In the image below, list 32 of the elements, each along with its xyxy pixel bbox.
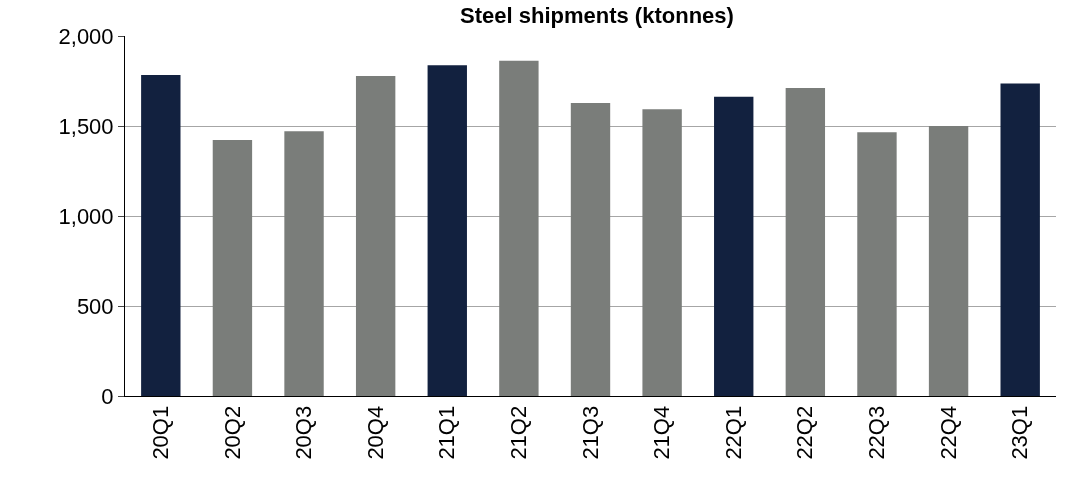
- bar: [570, 102, 611, 396]
- bar: [141, 74, 181, 396]
- x-tick-label: 21Q1: [434, 405, 460, 460]
- bar: [642, 109, 682, 396]
- y-tick-label: 1,500: [58, 113, 114, 139]
- x-tick-label: 21Q3: [577, 405, 603, 460]
- x-tick-label: 20Q4: [362, 405, 388, 460]
- bar: [928, 126, 969, 396]
- bar: [499, 60, 539, 396]
- bar: [284, 131, 324, 396]
- x-tick-label: 23Q1: [1007, 405, 1033, 460]
- x-tick-label: 22Q3: [864, 405, 890, 460]
- bar: [355, 75, 396, 396]
- y-tick-label: 0: [101, 383, 114, 409]
- x-tick-label: 20Q2: [219, 405, 245, 460]
- x-tick-label: 22Q1: [720, 405, 746, 460]
- x-tick-label: 21Q4: [649, 405, 675, 460]
- bar: [1000, 83, 1040, 396]
- chart-title: Steel shipments (ktonnes): [460, 2, 734, 28]
- x-tick-label: 21Q2: [506, 405, 532, 460]
- bar: [785, 88, 826, 396]
- x-tick-label: 22Q4: [935, 405, 961, 460]
- bar: [427, 65, 467, 396]
- bar: [857, 132, 897, 396]
- x-tick-label: 20Q1: [147, 405, 173, 460]
- bar: [212, 140, 253, 396]
- x-tick-label: 20Q3: [291, 405, 317, 460]
- y-tick-label: 500: [76, 293, 114, 319]
- x-tick-label: 22Q2: [792, 405, 818, 460]
- bar: [714, 96, 754, 396]
- y-tick-label: 1,000: [58, 203, 114, 229]
- y-tick-label: 2,000: [58, 23, 114, 49]
